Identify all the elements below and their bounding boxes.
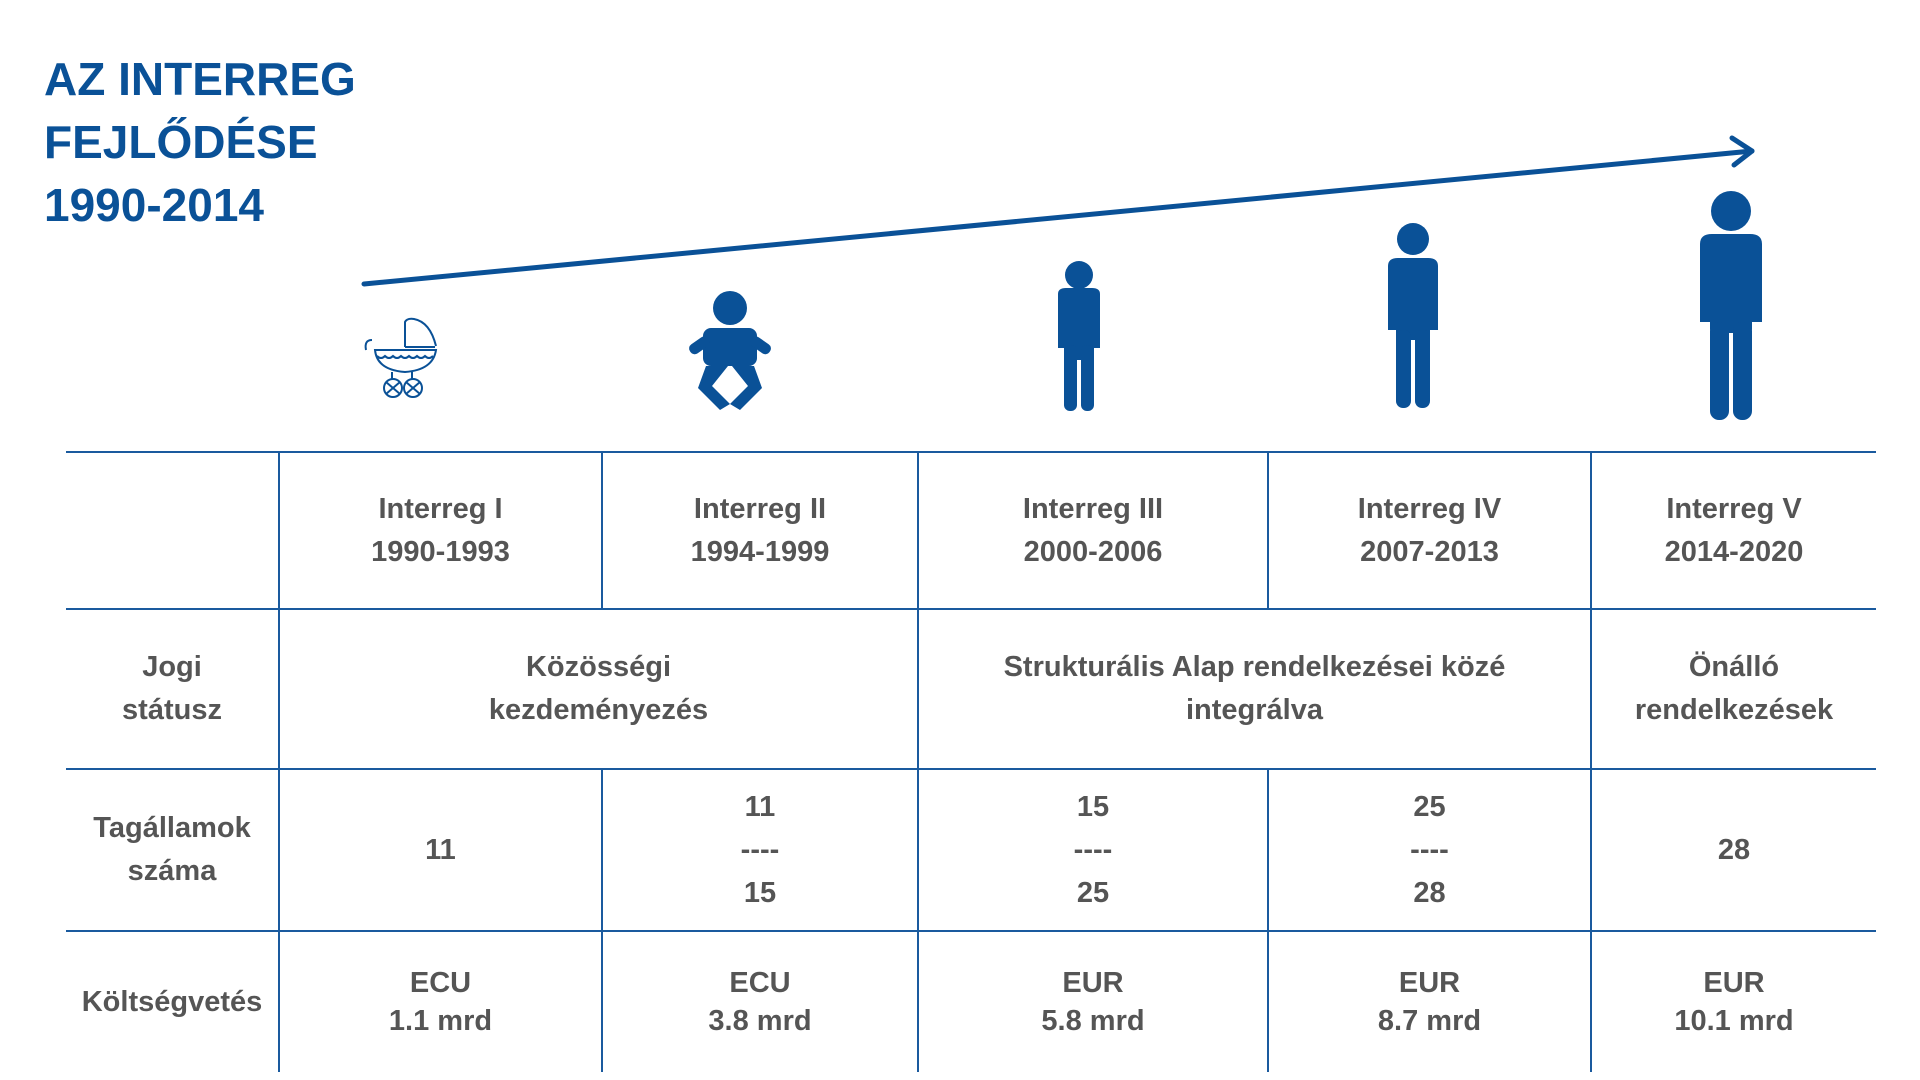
child-icon	[1058, 261, 1100, 411]
row-label-budget: Költségvetés	[66, 932, 278, 1072]
row-label-line: státusz	[122, 694, 222, 726]
budget-cell: EUR 5.8 mrd	[917, 932, 1267, 1072]
period-name: Interreg IV	[1357, 492, 1502, 525]
growth-illustration	[361, 135, 1762, 420]
legal-status-independent: Önálló rendelkezések	[1590, 610, 1876, 770]
legal-status-line: integrálva	[1186, 694, 1323, 726]
period-name: Interreg III	[1022, 492, 1164, 525]
title-line-1: AZ INTERREG	[44, 53, 356, 105]
member-states-cell: 11 ---- 15	[601, 770, 917, 932]
budget-amount: 8.7 mrd	[1377, 1005, 1482, 1037]
budget-currency: EUR	[1703, 967, 1765, 999]
row-label-line: Költségvetés	[81, 985, 263, 1018]
growth-arrow-icon	[361, 135, 1755, 287]
period-years: 2014-2020	[1664, 535, 1804, 568]
member-states-cell: 28	[1590, 770, 1876, 932]
budget-cell: ECU 1.1 mrd	[278, 932, 601, 1072]
table-corner-cell	[66, 453, 278, 610]
budget-amount: 1.1 mrd	[388, 1005, 493, 1037]
period-name: Interreg I	[378, 492, 503, 525]
period-years: 2000-2006	[1023, 535, 1163, 568]
adult-icon	[1700, 191, 1762, 420]
legal-status-line: Közösségi	[525, 651, 672, 683]
member-states-value: 25	[1413, 790, 1446, 823]
row-label-line: Tagállamok	[93, 812, 251, 844]
member-states-value: 25	[1076, 876, 1110, 909]
budget-cell: ECU 3.8 mrd	[601, 932, 917, 1072]
interreg-comparison-table: Interreg I 1990-1993 Interreg II 1994-19…	[66, 451, 1876, 1072]
period-header-2: Interreg II 1994-1999	[601, 453, 917, 610]
member-states-cell: 25 ---- 28	[1267, 770, 1590, 932]
member-states-cell: 15 ---- 25	[917, 770, 1267, 932]
budget-cell: EUR 8.7 mrd	[1267, 932, 1590, 1072]
budget-cell: EUR 10.1 mrd	[1590, 932, 1876, 1072]
legal-status-community-initiative: Közösségi kezdeményezés	[278, 610, 917, 770]
row-label-legal-status: Jogi státusz	[66, 610, 278, 770]
budget-currency: ECU	[729, 967, 791, 999]
period-years: 1994-1999	[690, 535, 830, 568]
member-states-value: 28	[1413, 876, 1446, 909]
title-line-2: FEJLŐDÉSE	[44, 116, 318, 168]
row-label-line: száma	[127, 855, 217, 887]
row-label-member-states: Tagállamok száma	[66, 770, 278, 932]
period-name: Interreg V	[1666, 492, 1802, 525]
period-name: Interreg II	[693, 492, 827, 525]
legal-status-line: rendelkezések	[1634, 694, 1834, 726]
member-states-value: 28	[1717, 833, 1751, 866]
period-header-1: Interreg I 1990-1993	[278, 453, 601, 610]
period-header-4: Interreg IV 2007-2013	[1267, 453, 1590, 610]
legal-status-line: Önálló	[1688, 651, 1780, 683]
budget-currency: EUR	[1398, 967, 1461, 999]
period-header-5: Interreg V 2014-2020	[1590, 453, 1876, 610]
budget-amount: 5.8 mrd	[1041, 1005, 1145, 1037]
period-header-3: Interreg III 2000-2006	[917, 453, 1267, 610]
legal-status-structural-fund: Strukturális Alap rendelkezései közé int…	[917, 610, 1590, 770]
baby-icon	[689, 291, 771, 410]
member-states-value: 15	[743, 876, 777, 909]
member-states-value: 11	[744, 790, 776, 823]
member-states-separator: ----	[740, 833, 780, 866]
legal-status-line: Strukturális Alap rendelkezései közé	[1003, 651, 1506, 683]
member-states-value: 15	[1076, 790, 1110, 823]
row-label-line: Jogi	[142, 651, 202, 683]
budget-amount: 3.8 mrd	[708, 1005, 812, 1037]
period-years: 1990-1993	[371, 535, 510, 568]
budget-amount: 10.1 mrd	[1674, 1005, 1794, 1037]
member-states-separator: ----	[1410, 833, 1449, 866]
member-states-cell: 11	[278, 770, 601, 932]
member-states-value: 11	[425, 833, 456, 866]
teen-icon	[1388, 223, 1438, 408]
legal-status-line: kezdeményezés	[488, 694, 709, 726]
page-title: AZ INTERREG FEJLŐDÉSE 1990-2014	[44, 48, 356, 237]
period-years: 2007-2013	[1360, 535, 1499, 568]
title-line-3: 1990-2014	[44, 179, 264, 231]
member-states-separator: ----	[1073, 833, 1113, 866]
budget-currency: ECU	[409, 967, 472, 999]
stroller-icon	[364, 317, 438, 398]
budget-currency: EUR	[1062, 967, 1124, 999]
